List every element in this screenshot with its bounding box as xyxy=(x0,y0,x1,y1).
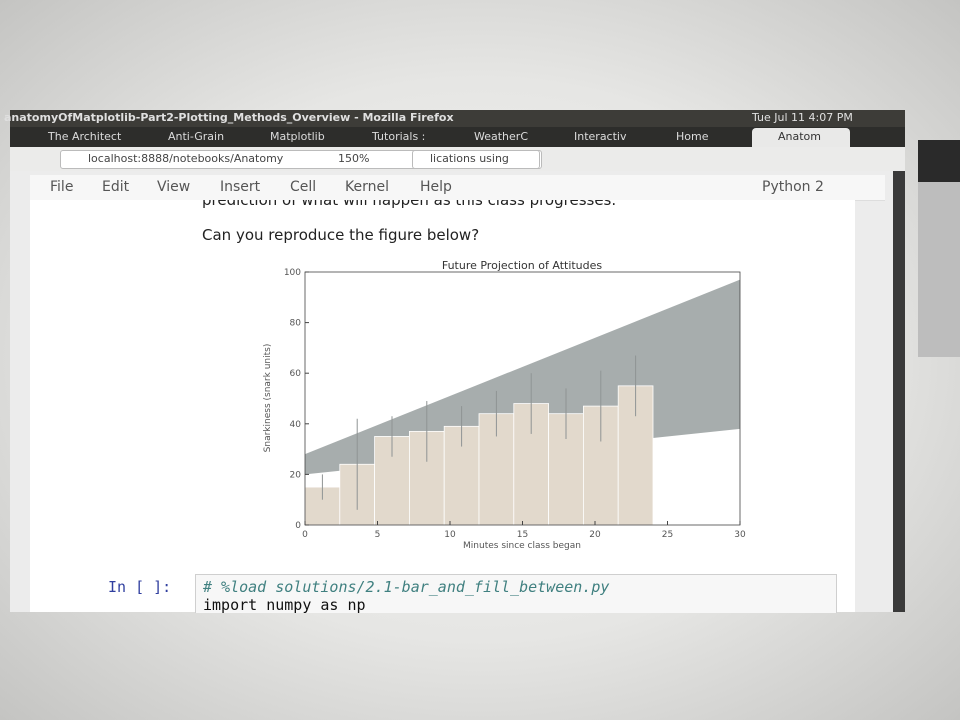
menu-item[interactable]: File xyxy=(50,179,74,195)
menu-item[interactable]: View xyxy=(157,179,191,195)
menu-item[interactable]: Insert xyxy=(220,179,261,195)
chart-title: Future Projection of Attitudes xyxy=(442,259,603,272)
code-line: # %load solutions/2.1-bar_and_fill_betwe… xyxy=(203,578,610,596)
chart: Future Projection of Attitudes Minutes s… xyxy=(263,259,746,551)
x-tick-label: 25 xyxy=(662,530,673,540)
search-field[interactable] xyxy=(412,150,540,169)
window-title: anatomyOfMatplotlib-Part2-Plotting_Metho… xyxy=(4,111,454,124)
y-tick-label: 100 xyxy=(284,268,301,278)
x-tick-label: 10 xyxy=(444,530,456,540)
tab[interactable]: Home xyxy=(676,130,709,143)
x-tick-label: 5 xyxy=(375,530,381,540)
kernel: Python 2 xyxy=(762,179,824,195)
side-window-body xyxy=(918,182,960,357)
y-tick-label: 40 xyxy=(290,420,302,430)
tab[interactable]: WeatherC xyxy=(474,130,528,143)
menu-item[interactable]: Help xyxy=(420,179,452,195)
x-tick-label: 30 xyxy=(734,530,746,540)
y-tick-label: 0 xyxy=(295,521,301,531)
y-tick-label: 60 xyxy=(290,369,302,379)
x-tick-label: 15 xyxy=(517,530,528,540)
clock: Tue Jul 11 4:07 PM xyxy=(752,111,853,124)
search[interactable]: lications using xyxy=(430,152,509,165)
tab[interactable]: Anatom xyxy=(778,130,821,143)
tab[interactable]: Anti-Grain xyxy=(168,130,225,143)
x-tick-label: 0 xyxy=(302,530,308,540)
prompt: In [ ]: xyxy=(108,578,172,596)
scrollbar[interactable] xyxy=(893,171,905,612)
url[interactable]: localhost:8888/notebooks/Anatomy xyxy=(88,152,284,165)
markdown-text: prediction of what will happen as this c… xyxy=(202,200,617,209)
side-window xyxy=(918,140,960,182)
x-axis-label: Minutes since class began xyxy=(463,541,581,551)
tab[interactable]: Interactiv xyxy=(574,130,627,143)
y-tick-label: 20 xyxy=(290,470,302,480)
menu-item[interactable]: Kernel xyxy=(345,179,389,195)
active-tab[interactable] xyxy=(752,128,850,147)
menu-item[interactable]: Cell xyxy=(290,179,317,195)
markdown-text: Can you reproduce the figure below? xyxy=(202,226,480,244)
tab[interactable]: The Architect xyxy=(48,130,122,143)
code-line: import numpy as np xyxy=(203,596,366,614)
tab-strip xyxy=(10,127,905,147)
y-tick-label: 80 xyxy=(290,319,302,329)
cut-text-clip: prediction of what will happen as this c… xyxy=(30,200,855,210)
code-cell[interactable] xyxy=(195,574,837,613)
zoom[interactable]: 150% xyxy=(338,152,370,165)
y-axis-label: Snarkiness (snark units) xyxy=(263,344,273,453)
tab[interactable]: Matplotlib xyxy=(270,130,325,143)
title-bar xyxy=(10,110,905,127)
menu-item[interactable]: Edit xyxy=(102,179,130,195)
tab[interactable]: Tutorials : xyxy=(372,130,426,143)
x-tick-label: 20 xyxy=(589,530,601,540)
